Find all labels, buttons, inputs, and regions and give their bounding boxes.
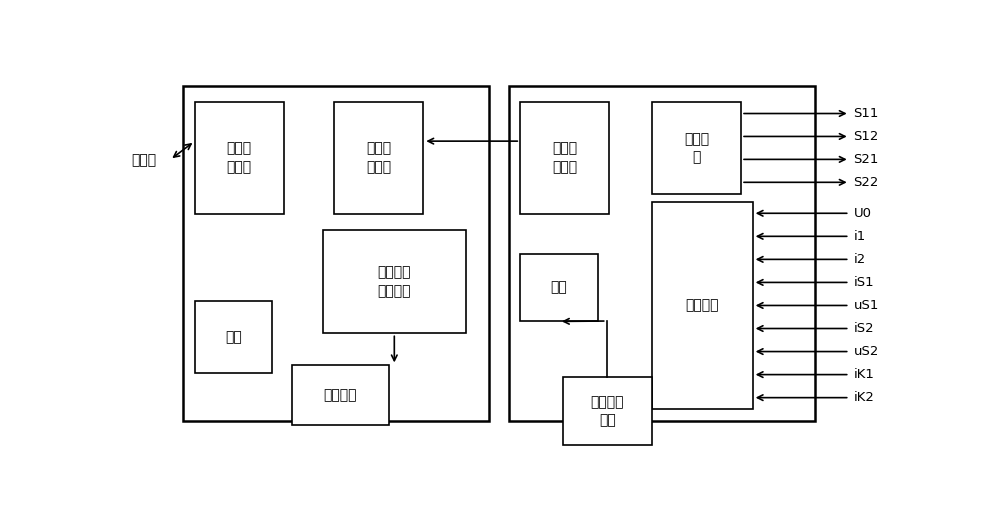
Text: S11: S11 <box>854 107 879 120</box>
Text: 电源: 电源 <box>225 330 242 344</box>
Text: 驱动电机: 驱动电机 <box>323 388 357 402</box>
Bar <box>323 229 466 334</box>
Text: iS1: iS1 <box>854 276 874 289</box>
Text: U0: U0 <box>854 207 872 220</box>
Text: S21: S21 <box>854 153 879 166</box>
Bar <box>563 377 652 445</box>
Text: S12: S12 <box>854 130 879 143</box>
Text: i2: i2 <box>854 253 866 266</box>
Text: 控制电源
单元: 控制电源 单元 <box>591 395 624 427</box>
Text: 电源: 电源 <box>551 281 567 295</box>
Bar <box>652 102 741 194</box>
Text: uS1: uS1 <box>854 299 879 312</box>
Bar <box>334 102 423 214</box>
Bar <box>520 254 598 321</box>
Text: uS2: uS2 <box>854 345 879 358</box>
Bar <box>292 365 388 425</box>
Text: 第三通
讯单元: 第三通 讯单元 <box>552 142 577 174</box>
Text: 驱动电机
控制单元: 驱动电机 控制单元 <box>378 265 411 298</box>
Bar <box>509 86 815 421</box>
Text: iS2: iS2 <box>854 322 874 335</box>
Text: iK2: iK2 <box>854 391 874 404</box>
Text: 检测单元: 检测单元 <box>686 298 719 312</box>
Text: 第二通
讯单元: 第二通 讯单元 <box>366 142 391 174</box>
Text: i1: i1 <box>854 230 866 243</box>
Text: iK1: iK1 <box>854 368 874 381</box>
Text: 第一通
讯单元: 第一通 讯单元 <box>227 142 252 174</box>
Bar <box>520 102 609 214</box>
Bar <box>195 102 284 214</box>
Text: 触发单
元: 触发单 元 <box>684 132 709 164</box>
Text: 上位机: 上位机 <box>131 153 156 167</box>
Text: S22: S22 <box>854 176 879 189</box>
Bar <box>183 86 489 421</box>
Bar <box>652 202 753 409</box>
Bar <box>195 301 272 373</box>
